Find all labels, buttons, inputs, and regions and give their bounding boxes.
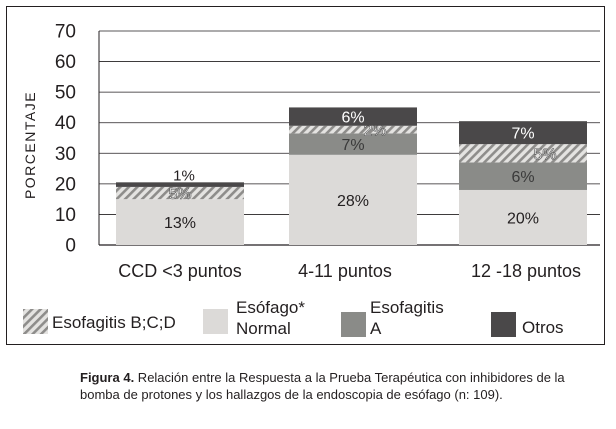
legend-swatch-esofBCD [23, 309, 48, 334]
data-label-esofBCD-0: 5% [168, 186, 191, 203]
legend-label-otros: Otros [522, 318, 564, 337]
x-tick-1: 4-11 puntos [298, 261, 392, 281]
legend-swatch-normal [203, 309, 228, 334]
y-tick-10: 10 [55, 205, 76, 226]
data-label-esofA-1: 7% [341, 137, 364, 154]
figure-caption: Figura 4. Relación entre la Respuesta a … [80, 369, 580, 403]
y-tick-60: 60 [55, 52, 76, 73]
y-tick-20: 20 [55, 174, 76, 195]
stacked-bar-chart: 13%5%1%28%7%2%6%20%6%5%7% 01020304050607… [22, 22, 600, 338]
data-label-normal-0: 13% [164, 215, 196, 232]
bar-normal-1 [289, 154, 417, 245]
bar-otros-0 [116, 182, 244, 187]
bar-esofA-1 [289, 133, 417, 155]
y-tick-40: 40 [55, 113, 76, 134]
legend-label-esofA: Esofagitis A [370, 298, 444, 338]
legend-label-esofBCD: Esofagitis B;C;D [52, 313, 176, 332]
x-tick-0: CCD <3 puntos [118, 261, 242, 281]
data-label-normal-2: 20% [507, 210, 539, 227]
data-label-esofBCD-1: 2% [363, 123, 386, 140]
y-tick-70: 70 [55, 22, 76, 43]
bar-esofBCD-0 [116, 186, 244, 200]
legend-swatch-otros [491, 312, 516, 337]
figure-frame [6, 6, 605, 345]
bar-otros-1 [289, 107, 417, 126]
data-label-esofA-2: 6% [511, 169, 534, 186]
y-tick-50: 50 [55, 83, 76, 104]
caption-text: Relación entre la Respuesta a la Prueba … [80, 370, 565, 402]
legend-label-normal: Esófago* Normal [236, 298, 305, 338]
bar-esofBCD-1 [289, 125, 417, 134]
bar-esofBCD-2 [459, 144, 587, 163]
data-label-normal-1: 28% [337, 193, 369, 210]
legend-swatch-esofA [341, 312, 366, 337]
y-tick-0: 0 [65, 236, 76, 257]
data-label-otros-0: 1% [173, 167, 195, 184]
data-label-otros-1: 6% [341, 110, 364, 127]
y-tick-30: 30 [55, 144, 76, 165]
data-label-esofBCD-2: 5% [533, 146, 556, 163]
caption-label: Figura 4. [80, 370, 135, 385]
y-axis-label: PORCENTAJE [22, 91, 38, 199]
x-tick-2: 12 -18 puntos [471, 261, 581, 281]
bar-esofA-2 [459, 162, 587, 190]
bar-normal-0 [116, 199, 244, 245]
data-label-otros-2: 7% [511, 126, 534, 143]
bar-normal-2 [459, 189, 587, 245]
bar-otros-2 [459, 121, 587, 145]
